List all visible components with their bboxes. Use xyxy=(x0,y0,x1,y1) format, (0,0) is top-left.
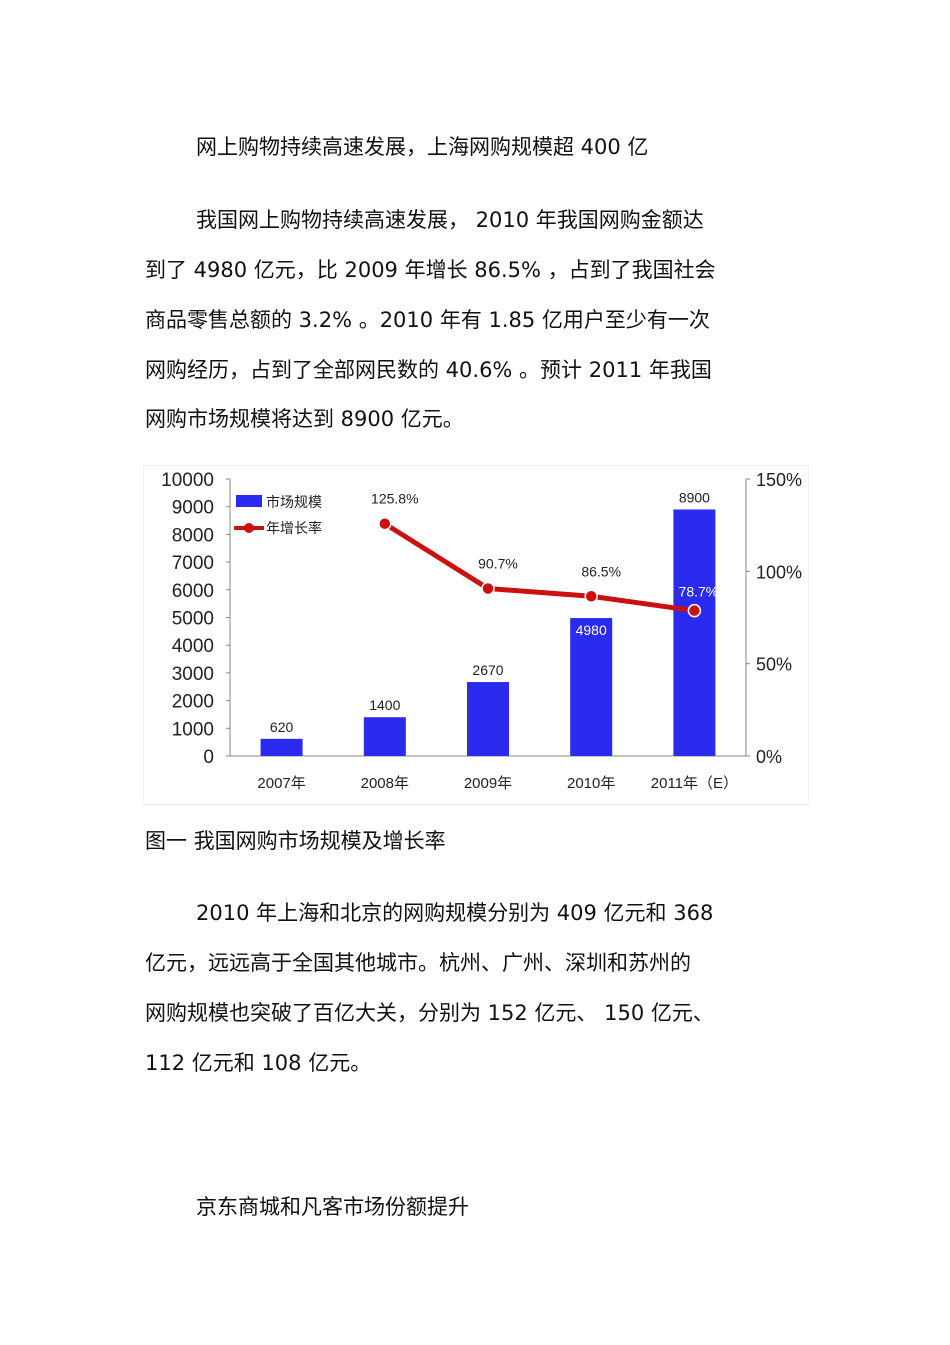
paragraph-2-line-1: 2010 年上海和北京的网购规模分别为 409 亿元和 368 xyxy=(196,901,714,925)
growth-rate-point xyxy=(584,589,598,604)
bar-value-label: 1400 xyxy=(369,697,400,713)
heading-2: 京东商城和凡客市场份额提升 xyxy=(196,1195,469,1219)
left-axis-tick-label: 8000 xyxy=(172,525,214,546)
legend-swatch-growth-point xyxy=(244,523,254,533)
left-axis-tick-label: 6000 xyxy=(172,581,214,602)
growth-rate-point xyxy=(687,603,702,618)
growth-rate-point xyxy=(481,581,495,596)
left-axis-tick-label: 0 xyxy=(203,747,214,768)
bar-value-label: 8900 xyxy=(679,489,710,505)
right-axis-tick-label: 100% xyxy=(756,562,802,582)
x-axis-category-label: 2011年（E） xyxy=(651,775,738,792)
right-axis-tick-label: 50% xyxy=(756,655,792,675)
bar xyxy=(467,682,509,756)
legend-label-market-size: 市场规模 xyxy=(266,494,322,510)
left-axis-tick-label: 1000 xyxy=(172,719,214,740)
bar xyxy=(363,717,406,756)
paragraph-1-line-2: 到了 4980 亿元，比 2009 年增长 86.5% ，占到了我国社会 xyxy=(145,258,716,282)
growth-rate-label: 125.8% xyxy=(371,491,418,507)
x-axis-category-label: 2008年 xyxy=(361,775,409,792)
right-axis-tick-label: 0% xyxy=(756,747,782,767)
bar xyxy=(673,509,716,756)
left-axis-tick-label: 10000 xyxy=(161,470,214,491)
x-axis-category-label: 2009年 xyxy=(464,775,512,792)
left-axis-tick-label: 9000 xyxy=(172,498,214,519)
growth-rate-line xyxy=(383,521,695,614)
bar xyxy=(570,618,613,756)
market-size-chart: 0 1000 2000 3000 4000 5000 6000 7000 8000 9000 100… xyxy=(143,465,809,805)
left-axis-tick-label: 7000 xyxy=(172,553,214,574)
left-axis-tick-label: 2000 xyxy=(172,692,214,713)
bar-value-label: 4980 xyxy=(576,622,607,638)
bar xyxy=(260,738,303,756)
legend-label-growth-rate: 年增长率 xyxy=(266,520,322,536)
growth-rate-label: 90.7% xyxy=(478,556,518,572)
bar-value-label: 2670 xyxy=(472,662,503,678)
left-axis-tick-label: 5000 xyxy=(172,609,214,630)
left-axis-tick-label: 3000 xyxy=(172,664,214,685)
paragraph-1-line-1: 我国网上购物持续高速发展， 2010 年我国网购金额达 xyxy=(196,208,704,232)
growth-rate-label: 78.7% xyxy=(679,584,719,600)
paragraph-2-line-4: 112 亿元和 108 亿元。 xyxy=(145,1051,372,1075)
bar-value-label: 620 xyxy=(270,719,294,735)
figure-caption: 图一 我国网购市场规模及增长率 xyxy=(145,829,446,853)
growth-rate-label: 86.5% xyxy=(581,563,621,579)
left-axis-tick-label: 4000 xyxy=(172,636,214,657)
right-axis-tick-label: 150% xyxy=(756,470,802,490)
x-axis-category-label: 2010年 xyxy=(567,775,615,792)
paragraph-1-line-3: 商品零售总额的 3.2% 。2010 年有 1.85 亿用户至少有一次 xyxy=(145,308,710,332)
x-axis-category-label: 2007年 xyxy=(257,775,305,792)
paragraph-1-line-4: 网购经历，占到了全部网民数的 40.6% 。预计 2011 年我国 xyxy=(145,358,712,382)
legend-swatch-market-size xyxy=(236,495,262,507)
growth-rate-point xyxy=(378,516,392,531)
heading-1: 网上购物持续高速发展，上海网购规模超 400 亿 xyxy=(196,135,649,159)
paragraph-2-line-3: 网购规模也突破了百亿大关，分别为 152 亿元、 150 亿元、 xyxy=(145,1001,714,1025)
paragraph-1-line-5: 网购市场规模将达到 8900 亿元。 xyxy=(145,407,464,431)
paragraph-2-line-2: 亿元，远远高于全国其他城市。杭州、广州、深圳和苏州的 xyxy=(145,951,691,975)
